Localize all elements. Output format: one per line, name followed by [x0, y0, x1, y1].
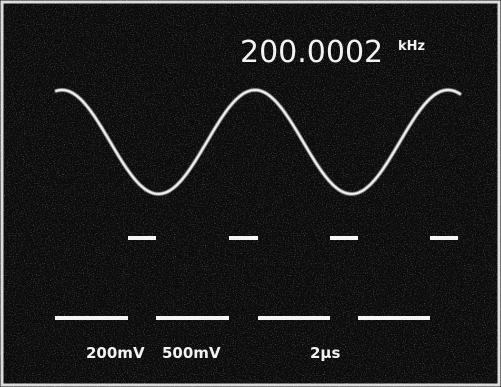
time-scale: 2μs [310, 344, 340, 362]
oscilloscope-screen: 200.0002 kHz 200mV 500mV 2μs [0, 0, 501, 387]
page: 200.0002 kHz 200mV 500mV 2μs (() => { co… [0, 0, 501, 387]
channel-2-scale: 500mV [162, 344, 221, 362]
channel-1-scale: 200mV [86, 344, 145, 362]
frequency-unit: kHz [398, 39, 425, 54]
frequency-readout: 200.0002 [240, 35, 383, 70]
